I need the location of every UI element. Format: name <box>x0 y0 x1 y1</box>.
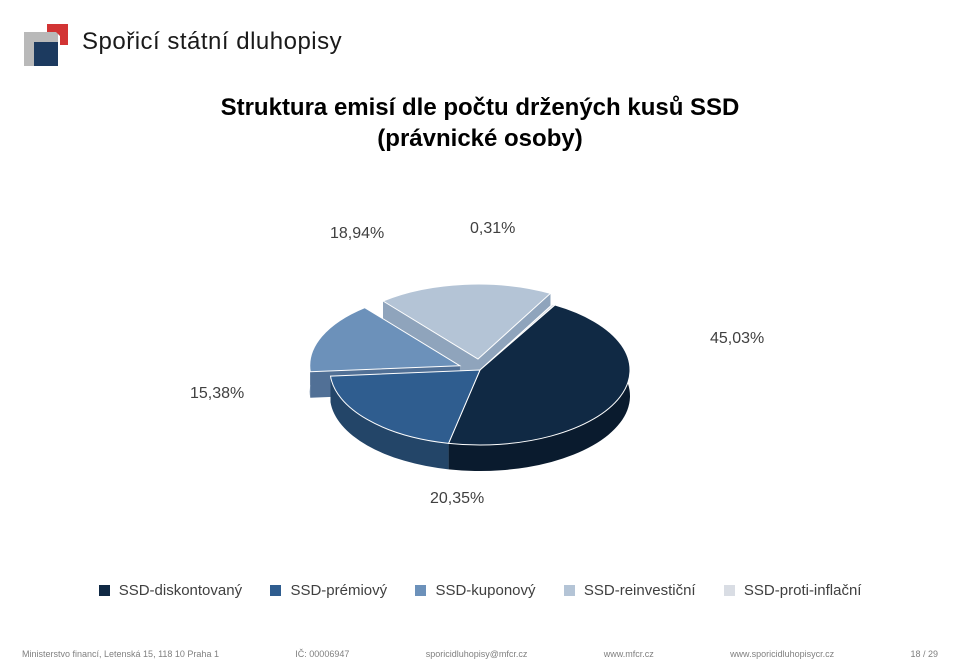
title-line-2: (právnické osoby) <box>377 125 582 152</box>
legend-label-2: SSD-kuponový <box>435 582 535 599</box>
legend-item-4: SSD-proti-inflační <box>724 582 862 599</box>
legend-label-4: SSD-proti-inflační <box>744 582 862 599</box>
title-line-1: Struktura emisí dle počtu držených kusů … <box>221 94 740 121</box>
label-protiinflacni: 0,31% <box>470 220 515 238</box>
legend-item-2: SSD-kuponový <box>415 582 535 599</box>
label-premiovy: 20,35% <box>430 490 484 508</box>
legend-label-1: SSD-prémiový <box>290 582 387 599</box>
footer-mid1: IČ: 00006947 <box>295 649 349 659</box>
legend-label-0: SSD-diskontovaný <box>119 582 242 599</box>
legend: SSD-diskontovaný SSD-prémiový SSD-kupono… <box>0 582 960 599</box>
legend-swatch-2 <box>415 585 426 596</box>
label-kuponovy: 15,38% <box>190 385 244 403</box>
footer-left: Ministerstvo financí, Letenská 15, 118 1… <box>22 649 219 659</box>
label-reinvesticni: 18,94% <box>330 225 384 243</box>
footer-page: 18 / 29 <box>910 649 938 659</box>
footer: Ministerstvo financí, Letenská 15, 118 1… <box>22 649 938 659</box>
page-title: Struktura emisí dle počtu držených kusů … <box>0 92 960 154</box>
logo-icon <box>22 18 74 70</box>
legend-item-3: SSD-reinvestiční <box>564 582 696 599</box>
legend-item-1: SSD-prémiový <box>270 582 387 599</box>
legend-item-0: SSD-diskontovaný <box>99 582 243 599</box>
page: Spořicí státní dluhopisy Struktura emisí… <box>0 0 960 669</box>
footer-mid2: sporicidluhopisy@mfcr.cz <box>426 649 528 659</box>
legend-swatch-4 <box>724 585 735 596</box>
legend-swatch-3 <box>564 585 575 596</box>
legend-swatch-1 <box>270 585 281 596</box>
legend-label-3: SSD-reinvestiční <box>584 582 696 599</box>
legend-swatch-0 <box>99 585 110 596</box>
footer-mid3: www.mfcr.cz <box>604 649 654 659</box>
brand-title: Spořicí státní dluhopisy <box>82 28 342 56</box>
footer-right: www.sporicidluhopisycr.cz <box>730 649 834 659</box>
label-diskontovany: 45,03% <box>710 330 764 348</box>
pie-chart: 18,94% 0,31% 45,03% 15,38% 20,35% <box>150 170 810 580</box>
